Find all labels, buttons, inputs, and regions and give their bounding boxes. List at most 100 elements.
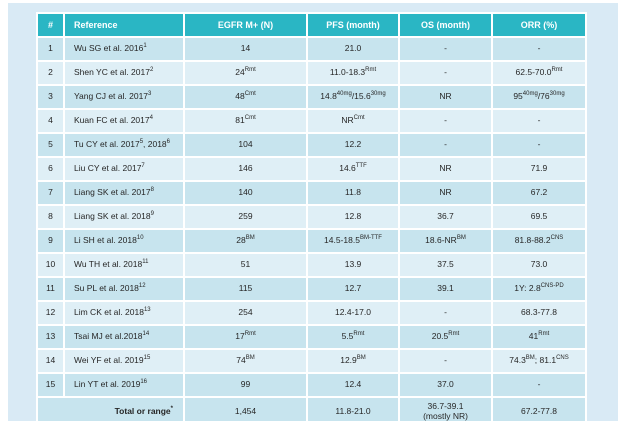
- value-cell: 104: [183, 132, 308, 158]
- value-cell: NR: [398, 180, 493, 206]
- table-row: 12 Lim CK et al. 201813 254 12.4-17.0-68.3-…: [36, 300, 587, 326]
- row-number-cell: 4: [36, 108, 65, 134]
- value-cell: 37.0: [398, 372, 493, 398]
- row-number-cell: 12: [36, 300, 65, 326]
- column-header-os-month: OS (month): [398, 12, 493, 38]
- reference-cell: Su PL et al. 201812: [63, 276, 185, 302]
- reference-cell: Tsai MJ et al.201814: [63, 324, 185, 350]
- reference-cell: Liu CY et al. 20177: [63, 156, 185, 182]
- value-cell: 69.5: [491, 204, 587, 230]
- value-cell: -: [398, 300, 493, 326]
- reference-cell: Shen YC et al. 20172: [63, 60, 185, 86]
- value-cell: 81Cmt: [183, 108, 308, 134]
- value-cell: 48Cmt: [183, 84, 308, 110]
- row-number-cell: 5: [36, 132, 65, 158]
- table-row: 6 Liu CY et al. 20177 146 14.6TTF NR 71.9: [36, 156, 587, 182]
- row-number-cell: 1: [36, 36, 65, 62]
- reference-cell: Liang SK et al. 20178: [63, 180, 185, 206]
- value-cell: 14.840mg/15.630mg: [306, 84, 400, 110]
- value-cell: 12.2: [306, 132, 400, 158]
- table-row: 11 Su PL et al. 201812 115 12.7 39.1 1Y: 2.8C…: [36, 276, 587, 302]
- value-cell: -: [398, 132, 493, 158]
- reference-cell: Wu TH et al. 201811: [63, 252, 185, 278]
- value-cell: -: [398, 348, 493, 374]
- value-cell: 41Rmt: [491, 324, 587, 350]
- table-row: 15 Lin YT et al. 201916 99 12.4 37.0-: [36, 372, 587, 398]
- value-cell: 14.5-18.5BM-TTF: [306, 228, 400, 254]
- table-row: 4 Kuan FC et al. 20174 81Cmt NRCmt - -: [36, 108, 587, 134]
- row-number-cell: 11: [36, 276, 65, 302]
- row-number-cell: 6: [36, 156, 65, 182]
- value-cell: 18.6-NRBM: [398, 228, 493, 254]
- value-cell: 67.2: [491, 180, 587, 206]
- value-cell: 39.1: [398, 276, 493, 302]
- value-cell: 12.4-17.0: [306, 300, 400, 326]
- value-cell: -: [491, 108, 587, 134]
- value-cell: 12.7: [306, 276, 400, 302]
- value-cell: 21.0: [306, 36, 400, 62]
- value-cell: 24Rmt: [183, 60, 308, 86]
- value-cell: 1Y: 2.8CNS-PD: [491, 276, 587, 302]
- column-header-egfr-m-n: EGFR M+ (N): [183, 12, 308, 38]
- value-cell: 14.6TTF: [306, 156, 400, 182]
- value-cell: NR: [398, 156, 493, 182]
- reference-cell: Wu SG et al. 20161: [63, 36, 185, 62]
- value-cell: 68.3-77.8: [491, 300, 587, 326]
- value-cell: -: [491, 132, 587, 158]
- value-cell: 74BM: [183, 348, 308, 374]
- value-cell: 37.5: [398, 252, 493, 278]
- column-header-orr: ORR (%): [491, 12, 587, 38]
- row-number-cell: 13: [36, 324, 65, 350]
- total-value-cell: 36.7-39.1 (mostly NR): [398, 396, 493, 421]
- value-cell: 99: [183, 372, 308, 398]
- table-row: 2 Shen YC et al. 20172 24Rmt 11.0-18.3Rmt -6…: [36, 60, 587, 86]
- table-row: 3 Yang CJ et al. 20173 48Cmt 14.840mg/15.63…: [36, 84, 587, 110]
- reference-cell: Lin YT et al. 201916: [63, 372, 185, 398]
- table-row: 1 Wu SG et al. 20161 14 21.0- -: [36, 36, 587, 62]
- value-cell: 17Rmt: [183, 324, 308, 350]
- reference-cell: Wei YF et al. 201915: [63, 348, 185, 374]
- row-number-cell: 10: [36, 252, 65, 278]
- total-value-cell: 67.2-77.8: [491, 396, 587, 421]
- value-cell: 254: [183, 300, 308, 326]
- row-number-cell: 14: [36, 348, 65, 374]
- value-cell: -: [398, 60, 493, 86]
- row-number-cell: 9: [36, 228, 65, 254]
- value-cell: NRCmt: [306, 108, 400, 134]
- value-cell: 81.8-88.2CNS: [491, 228, 587, 254]
- total-row: Total or range* 1,454 11.8-21.0 36.7-39.1 (…: [36, 396, 587, 421]
- value-cell: -: [491, 36, 587, 62]
- column-header-: #: [36, 12, 65, 38]
- value-cell: 62.5-70.0Rmt: [491, 60, 587, 86]
- value-cell: 12.4: [306, 372, 400, 398]
- total-row-label: Total or range*: [36, 396, 185, 421]
- table-row: 9 Li SH et al. 201810 28BM 14.5-18.5BM-TTF 1…: [36, 228, 587, 254]
- value-cell: 12.9BM: [306, 348, 400, 374]
- reference-cell: Liang SK et al. 20189: [63, 204, 185, 230]
- column-header-pfs-month: PFS (month): [306, 12, 400, 38]
- table-header: # Reference EGFR M+ (N) PFS (month) OS (mont…: [36, 12, 587, 38]
- table-row: 13 Tsai MJ et al.201814 17Rmt 5.5Rmt 20.5Rmt…: [36, 324, 587, 350]
- value-cell: 28BM: [183, 228, 308, 254]
- row-number-cell: 7: [36, 180, 65, 206]
- value-cell: 51: [183, 252, 308, 278]
- value-cell: 5.5Rmt: [306, 324, 400, 350]
- table-row: 7 Liang SK et al. 20178 140 11.8 NR 67.2: [36, 180, 587, 206]
- table-row: 5 Tu CY et al. 20175, 20186 104 12.2- -: [36, 132, 587, 158]
- value-cell: 73.0: [491, 252, 587, 278]
- table-header-row: # Reference EGFR M+ (N) PFS (month) OS (mont…: [36, 12, 587, 38]
- row-number-cell: 3: [36, 84, 65, 110]
- value-cell: 20.5Rmt: [398, 324, 493, 350]
- value-cell: -: [491, 372, 587, 398]
- table-row: 10 Wu TH et al. 201811 51 13.9 37.5 73.0: [36, 252, 587, 278]
- value-cell: 9540mg/7630mg: [491, 84, 587, 110]
- row-number-cell: 2: [36, 60, 65, 86]
- value-cell: 36.7: [398, 204, 493, 230]
- value-cell: -: [398, 108, 493, 134]
- row-number-cell: 15: [36, 372, 65, 398]
- value-cell: 13.9: [306, 252, 400, 278]
- value-cell: -: [398, 36, 493, 62]
- value-cell: NR: [398, 84, 493, 110]
- value-cell: 14: [183, 36, 308, 62]
- column-header-reference: Reference: [63, 12, 185, 38]
